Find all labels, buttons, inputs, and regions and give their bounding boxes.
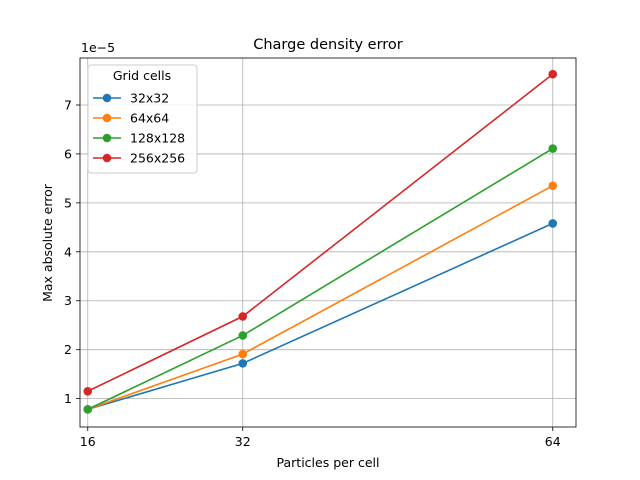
- legend-label: 256x256: [130, 151, 185, 166]
- legend-label: 64x64: [130, 111, 169, 126]
- data-point: [548, 219, 558, 228]
- legend-entry: 32x32: [93, 91, 169, 106]
- legend-box: [87, 64, 198, 174]
- data-point: [548, 69, 558, 79]
- series-256x256: [83, 69, 558, 396]
- y-tick-label: 1: [64, 391, 72, 406]
- y-tick-label: 6: [64, 146, 72, 161]
- legend-entry: 256x256: [93, 151, 185, 166]
- chart-title: Charge density error: [253, 37, 403, 53]
- axis-ticks: 16 32 64 1 2 3 4 5 6 7: [64, 97, 561, 449]
- legend-entry: 128x128: [93, 131, 185, 146]
- series-layer: [83, 69, 558, 414]
- data-point: [238, 359, 248, 368]
- legend-label: 32x32: [130, 91, 169, 106]
- y-tick-label: 3: [64, 293, 72, 308]
- data-point: [83, 405, 93, 414]
- legend-marker-swatch: [102, 93, 112, 103]
- plot-area-frame: [79, 57, 577, 428]
- legend-entry: 64x64: [93, 111, 169, 126]
- x-tick-label: 64: [545, 434, 561, 449]
- data-point: [238, 312, 248, 321]
- x-tick-label: 16: [80, 434, 96, 449]
- y-axis-multiplier: 1e−5: [81, 40, 115, 55]
- legend-label: 128x128: [130, 131, 185, 146]
- legend: Grid cells 32x32 64x64 128x128 256x256: [87, 64, 198, 174]
- legend-marker-swatch: [102, 153, 112, 163]
- legend-marker-swatch: [102, 133, 112, 143]
- y-tick-label: 7: [64, 97, 72, 112]
- data-point: [238, 331, 248, 340]
- y-tick-label: 4: [64, 244, 72, 259]
- data-point: [548, 181, 558, 191]
- legend-title: Grid cells: [113, 68, 171, 83]
- x-axis-label: Particles per cell: [277, 455, 380, 470]
- series-128x128: [83, 144, 558, 414]
- data-point: [238, 349, 248, 359]
- y-tick-label: 2: [64, 342, 72, 357]
- legend-items: 32x32 64x64 128x128 256x256: [93, 91, 185, 166]
- y-axis-label: Max absolute error: [40, 183, 55, 302]
- data-point: [83, 386, 93, 396]
- legend-marker-swatch: [102, 113, 112, 123]
- x-tick-label: 32: [235, 434, 251, 449]
- data-point: [548, 144, 558, 153]
- y-tick-label: 5: [64, 195, 72, 210]
